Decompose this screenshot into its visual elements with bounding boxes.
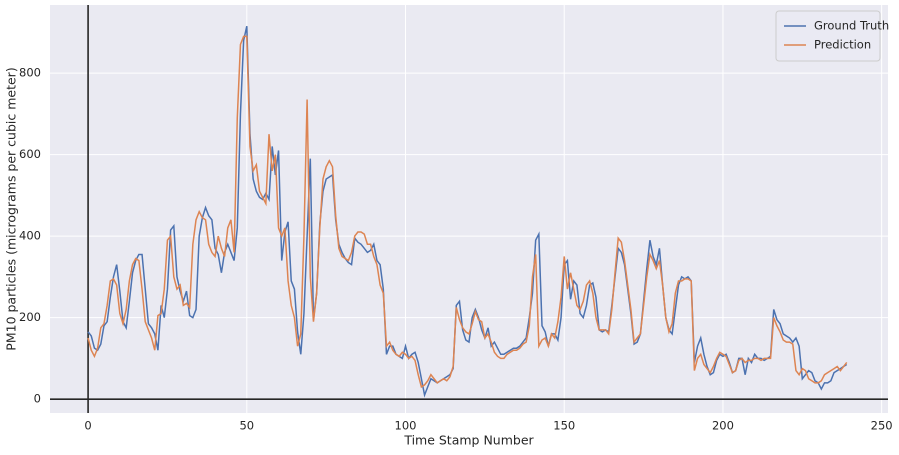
x-tick-label: 250 xyxy=(871,419,893,433)
x-tick-label: 50 xyxy=(239,419,254,433)
data-line xyxy=(87,26,848,398)
legend-box xyxy=(775,10,881,62)
y-tick-label: 800 xyxy=(19,66,41,80)
x-axis-label: Time Stamp Number xyxy=(403,433,534,448)
x-tick-label: 0 xyxy=(84,419,91,433)
y-tick-label: 400 xyxy=(19,229,41,243)
x-tick-label: 200 xyxy=(712,419,734,433)
y-axis-label: PM10 particles (micrograms per cubic met… xyxy=(4,67,19,350)
legend-label: Ground Truth xyxy=(814,19,889,33)
data-line xyxy=(87,35,848,389)
y-tick-label: 0 xyxy=(34,392,41,406)
x-tick-label: 100 xyxy=(395,419,417,433)
plot-area xyxy=(50,5,888,413)
x-tick-label: 150 xyxy=(553,419,575,433)
y-tick-label: 200 xyxy=(19,310,41,324)
y-tick-label: 600 xyxy=(19,147,41,161)
legend-label: Prediction xyxy=(814,38,871,52)
